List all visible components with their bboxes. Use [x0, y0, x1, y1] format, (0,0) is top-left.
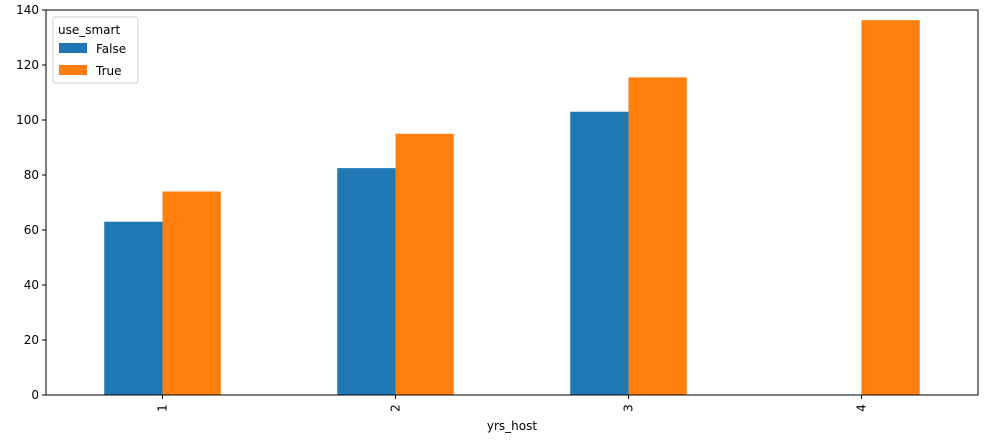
- x-tick-label: 3: [622, 404, 636, 412]
- legend-entries: False True: [59, 42, 126, 78]
- y-axis: 0 20 40 60 80 100 120 140: [16, 3, 46, 402]
- y-tick-label: 140: [16, 3, 39, 17]
- y-tick-label: 0: [31, 388, 39, 402]
- y-tick-label: 80: [24, 168, 39, 182]
- legend: use_smart False True: [52, 16, 139, 84]
- x-tick-label: 1: [156, 404, 170, 412]
- bar-false-1: [104, 221, 163, 395]
- x-tick-label: 2: [389, 404, 403, 412]
- bar-false-2: [337, 168, 396, 395]
- legend-label-false: False: [96, 42, 126, 56]
- bar-true-1: [162, 191, 221, 395]
- plot-frame: [45, 9, 979, 396]
- y-tick-label: 100: [16, 113, 39, 127]
- x-axis: 1 2 3 4: [156, 395, 869, 412]
- legend-label-true: True: [95, 64, 122, 78]
- y-tick-label: 120: [16, 58, 39, 72]
- bar-false-3: [570, 111, 629, 395]
- y-tick-label: 20: [24, 333, 39, 347]
- bar-true-3: [628, 77, 687, 395]
- legend-swatch-true: [59, 65, 87, 75]
- y-tick-label: 60: [24, 223, 39, 237]
- bar-true-2: [395, 133, 454, 395]
- x-tick-label: 4: [855, 404, 869, 412]
- legend-title: use_smart: [58, 23, 120, 37]
- bars-group: [104, 20, 920, 396]
- x-axis-label: yrs_host: [487, 419, 537, 433]
- y-tick-label: 40: [24, 278, 39, 292]
- bar-true-4: [861, 20, 920, 396]
- legend-swatch-false: [59, 43, 87, 53]
